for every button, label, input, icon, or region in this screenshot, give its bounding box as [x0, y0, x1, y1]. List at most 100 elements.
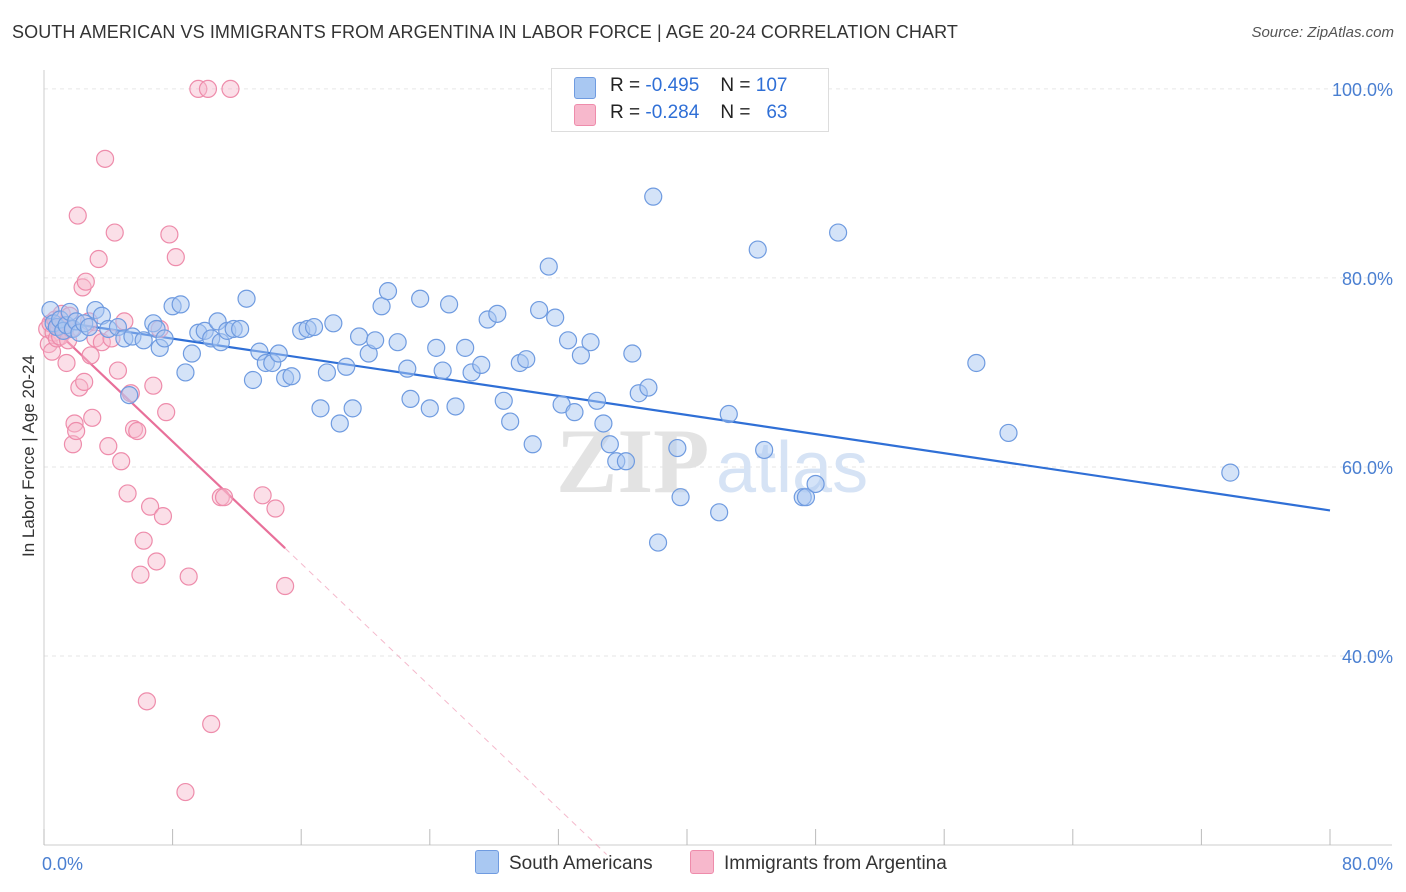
x-tick-label-min: 0.0% [42, 854, 83, 874]
trend-line-argentina-extension [284, 547, 607, 855]
data-point-south-american [343, 399, 362, 418]
tick-labels: 40.0% 60.0% 80.0% 100.0% [1332, 80, 1393, 667]
data-point-south-american [539, 257, 558, 276]
legend-r-label: R = [610, 102, 641, 123]
data-point-south-american [719, 404, 738, 424]
data-point-south-american [311, 399, 330, 418]
data-point-south-american [171, 295, 190, 314]
data-point-south-american [420, 399, 439, 418]
data-point-argentina [176, 782, 195, 802]
data-point-argentina [68, 206, 87, 225]
data-point-south-american [796, 488, 816, 507]
data-point-argentina [160, 225, 179, 244]
data-point-south-american [456, 338, 475, 357]
data-point-south-american [581, 333, 600, 352]
bottom-legend-label: South Americans [509, 853, 653, 874]
legend-n-value: 63 [766, 102, 788, 123]
data-point-south-american [401, 389, 420, 409]
legend-swatch-blue [574, 77, 596, 99]
chart-title: SOUTH AMERICAN VS IMMIGRANTS FROM ARGENT… [12, 22, 958, 42]
data-point-argentina [118, 484, 137, 503]
data-point-south-american [324, 314, 343, 333]
data-point-argentina [266, 499, 285, 518]
data-point-south-american [755, 440, 774, 460]
data-point-south-american [623, 344, 642, 363]
data-point-argentina [189, 79, 208, 99]
data-point-south-american [282, 367, 301, 386]
data-point-argentina [134, 531, 153, 550]
data-point-south-american [472, 355, 491, 374]
bottom-legend-label: Immigrants from Argentina [724, 853, 947, 874]
trend-lines [43, 318, 1331, 855]
data-point-south-american [523, 435, 542, 454]
data-point-argentina [73, 278, 92, 297]
data-point-argentina [124, 420, 144, 439]
legend-r-value: -0.495 [645, 75, 700, 96]
data-point-south-american [530, 300, 549, 320]
data-point-argentina [166, 248, 185, 267]
data-point-south-american [748, 240, 767, 259]
legend-n-value: 107 [755, 75, 788, 96]
data-point-south-american [378, 282, 398, 301]
data-point-south-american [616, 452, 636, 471]
data-point-south-american [571, 346, 591, 365]
data-point-argentina [140, 497, 160, 516]
data-point-argentina [76, 272, 95, 291]
data-point-south-american [446, 397, 465, 416]
data-point-south-american [337, 357, 356, 376]
data-point-south-american [668, 438, 687, 458]
data-point-south-american [565, 403, 584, 422]
data-point-argentina [75, 372, 94, 391]
data-point-argentina [144, 376, 163, 395]
data-point-south-american [600, 435, 619, 454]
data-point-south-american [398, 359, 417, 378]
data-point-argentina [95, 149, 115, 168]
data-point-south-american [488, 304, 507, 323]
data-point-south-american [269, 344, 288, 363]
data-point-south-american [237, 289, 256, 308]
data-point-south-american [639, 378, 658, 397]
gridlines [44, 88, 1392, 657]
data-point-south-american [439, 295, 459, 314]
y-tick-label: 80.0% [1342, 269, 1393, 289]
bottom-legend-argentina: Immigrants from Argentina [690, 850, 947, 875]
data-point-south-american [546, 308, 565, 327]
data-point-south-american [494, 391, 513, 410]
data-point-south-american [829, 223, 848, 242]
y-axis-label: In Labor Force | Age 20-24 [19, 355, 38, 557]
data-point-south-american [120, 386, 139, 405]
legend-n-label: N = [720, 75, 751, 96]
data-point-argentina [198, 79, 218, 99]
data-point-south-american [231, 319, 250, 339]
data-point-south-american [967, 353, 986, 373]
data-point-argentina [179, 567, 198, 586]
data-point-south-american [366, 331, 385, 350]
data-point-south-american [155, 329, 174, 348]
chart-source: Source: ZipAtlas.com [1251, 24, 1394, 41]
data-point-south-american [999, 423, 1018, 443]
data-point-south-american [558, 331, 578, 350]
axes [43, 70, 1392, 846]
data-point-south-american [587, 391, 607, 410]
y-tick-label: 60.0% [1342, 458, 1393, 478]
data-point-argentina [128, 421, 147, 441]
data-point-south-american [517, 350, 536, 369]
y-tick-label: 100.0% [1332, 80, 1393, 100]
data-point-argentina [157, 403, 176, 422]
data-point-south-american [349, 327, 369, 346]
data-point-argentina [108, 361, 128, 380]
data-point-south-american [594, 414, 613, 433]
data-point-argentina [112, 452, 131, 471]
series-argentina-points [38, 79, 295, 802]
stats-legend: R = -0.495 N = 107 R = -0.284 N = 63 [551, 68, 829, 132]
legend-n-label: N = [720, 102, 751, 123]
data-point-argentina [276, 576, 295, 596]
bottom-legend-swatch-blue [475, 850, 499, 874]
watermark-atlas: atlas [716, 428, 868, 508]
data-point-south-american [330, 414, 349, 433]
data-point-south-american [433, 361, 452, 380]
data-point-south-american [671, 488, 690, 507]
y-tick-label: 40.0% [1342, 647, 1393, 667]
data-point-argentina [57, 353, 76, 373]
